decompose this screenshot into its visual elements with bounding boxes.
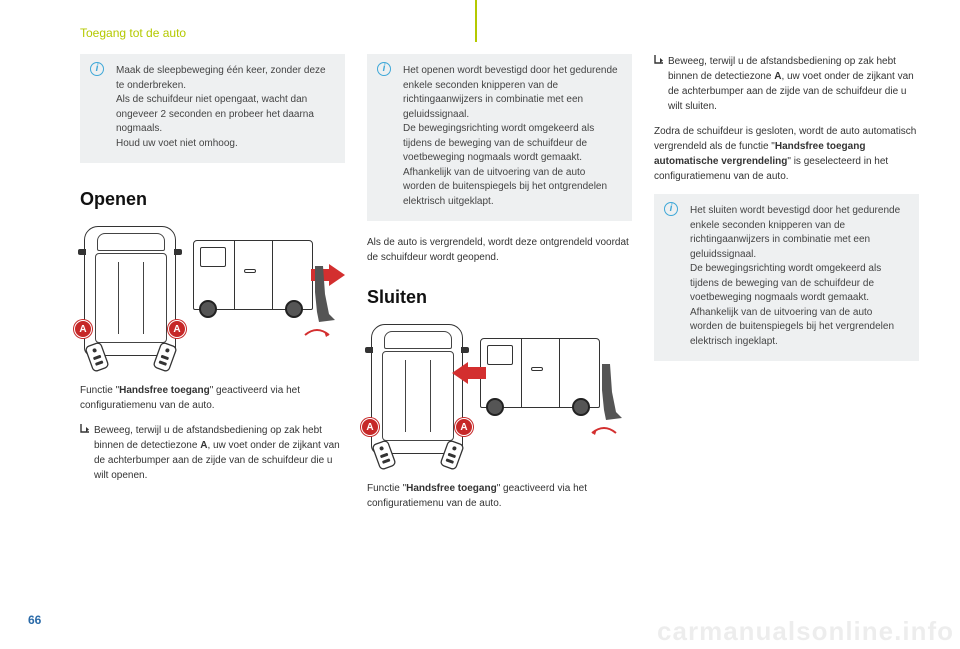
info-line: Afhankelijk van de uitvoering van de aut… [690, 306, 907, 350]
text-bold: Handsfree toegang [406, 483, 497, 494]
car-top-view [84, 226, 176, 356]
door-handle [244, 269, 256, 273]
diagram-close: A A [367, 318, 632, 473]
wheel [572, 398, 590, 416]
info-line: Afhankelijk van de uitvoering van de aut… [403, 166, 620, 210]
mirror-left [78, 249, 86, 255]
info-line: De bewegingsrichting wordt omgekeerd als… [690, 262, 907, 306]
mirror-right [461, 347, 469, 353]
watermark: carmanualsonline.info [651, 612, 960, 649]
van-side-view [480, 332, 630, 432]
roof [382, 351, 454, 441]
bullet-text: Beweeg, terwijl u de afstandsbediening o… [668, 54, 919, 114]
windshield [97, 233, 165, 251]
arrow-left-icon [452, 362, 486, 384]
caption-close: Functie "Handsfree toegang" geactiveerd … [367, 481, 632, 511]
bullet-marker-icon [654, 54, 668, 114]
badge-a-right: A [168, 320, 186, 338]
badge-a-left: A [361, 418, 379, 436]
column-1: i Maak de sleepbeweging één keer, zonder… [80, 54, 345, 521]
diagram-open: A A [80, 220, 345, 375]
info-line: Als de schuifdeur niet opengaat, wacht d… [116, 93, 333, 137]
text: Functie " [367, 483, 406, 494]
van-side-view [193, 234, 343, 334]
info-box-swipe-once: i Maak de sleepbeweging één keer, zonder… [80, 54, 345, 163]
door-seam [272, 241, 273, 309]
door-seam [559, 339, 560, 407]
info-icon: i [377, 62, 391, 76]
roof [95, 253, 167, 343]
mirror-right [174, 249, 182, 255]
badge-a-left: A [74, 320, 92, 338]
info-line: Maak de sleepbeweging één keer, zonder d… [116, 64, 333, 93]
mirror-left [365, 347, 373, 353]
info-line: Het openen wordt bevestigd door het gedu… [403, 64, 620, 122]
motion-swish-icon [590, 422, 618, 432]
text: Functie " [80, 385, 119, 396]
leg-foot-icon [305, 264, 335, 324]
header-accent-bar [475, 0, 477, 42]
info-box-open-confirm: i Het openen wordt bevestigd door het ge… [367, 54, 632, 221]
badge-a-right: A [455, 418, 473, 436]
caption-open: Functie "Handsfree toegang" geactiveerd … [80, 383, 345, 413]
bullet-open: Beweeg, terwijl u de afstandsbediening o… [80, 423, 345, 483]
heading-close: Sluiten [367, 287, 632, 308]
windshield [384, 331, 452, 349]
para-unlock-first: Als de auto is vergrendeld, wordt deze o… [367, 235, 632, 265]
bullet-text: Beweeg, terwijl u de afstandsbediening o… [94, 423, 345, 483]
page-number: 66 [28, 613, 41, 627]
wheel [199, 300, 217, 318]
van-window [487, 345, 513, 365]
chapter-title: Toegang tot de auto [80, 26, 186, 40]
bullet-marker-icon [80, 423, 94, 483]
door-seam [521, 339, 522, 407]
content-columns: i Maak de sleepbeweging één keer, zonder… [80, 54, 920, 521]
info-text: Het sluiten wordt bevestigd door het ged… [690, 204, 907, 349]
leg-foot-icon [592, 362, 622, 422]
para-autolock: Zodra de schuifdeur is gesloten, wordt d… [654, 124, 919, 184]
wheel [285, 300, 303, 318]
info-icon: i [664, 202, 678, 216]
info-icon: i [90, 62, 104, 76]
text-bold: Handsfree toegang [119, 385, 210, 396]
column-3: Beweeg, terwijl u de afstandsbediening o… [654, 54, 919, 521]
page: Toegang tot de auto i Maak de sleepbeweg… [0, 0, 960, 649]
info-text: Maak de sleepbeweging één keer, zonder d… [116, 64, 333, 151]
door-handle [531, 367, 543, 371]
info-box-close-confirm: i Het sluiten wordt bevestigd door het g… [654, 194, 919, 361]
info-line: Het sluiten wordt bevestigd door het ged… [690, 204, 907, 262]
van-window [200, 247, 226, 267]
motion-swish-icon [303, 324, 331, 334]
info-text: Het openen wordt bevestigd door het gedu… [403, 64, 620, 209]
car-top-view [371, 324, 463, 454]
column-2: i Het openen wordt bevestigd door het ge… [367, 54, 632, 521]
door-seam [234, 241, 235, 309]
wheel [486, 398, 504, 416]
info-line: Houd uw voet niet omhoog. [116, 137, 333, 152]
info-line: De bewegingsrichting wordt omgekeerd als… [403, 122, 620, 166]
heading-open: Openen [80, 189, 345, 210]
bullet-close: Beweeg, terwijl u de afstandsbediening o… [654, 54, 919, 114]
